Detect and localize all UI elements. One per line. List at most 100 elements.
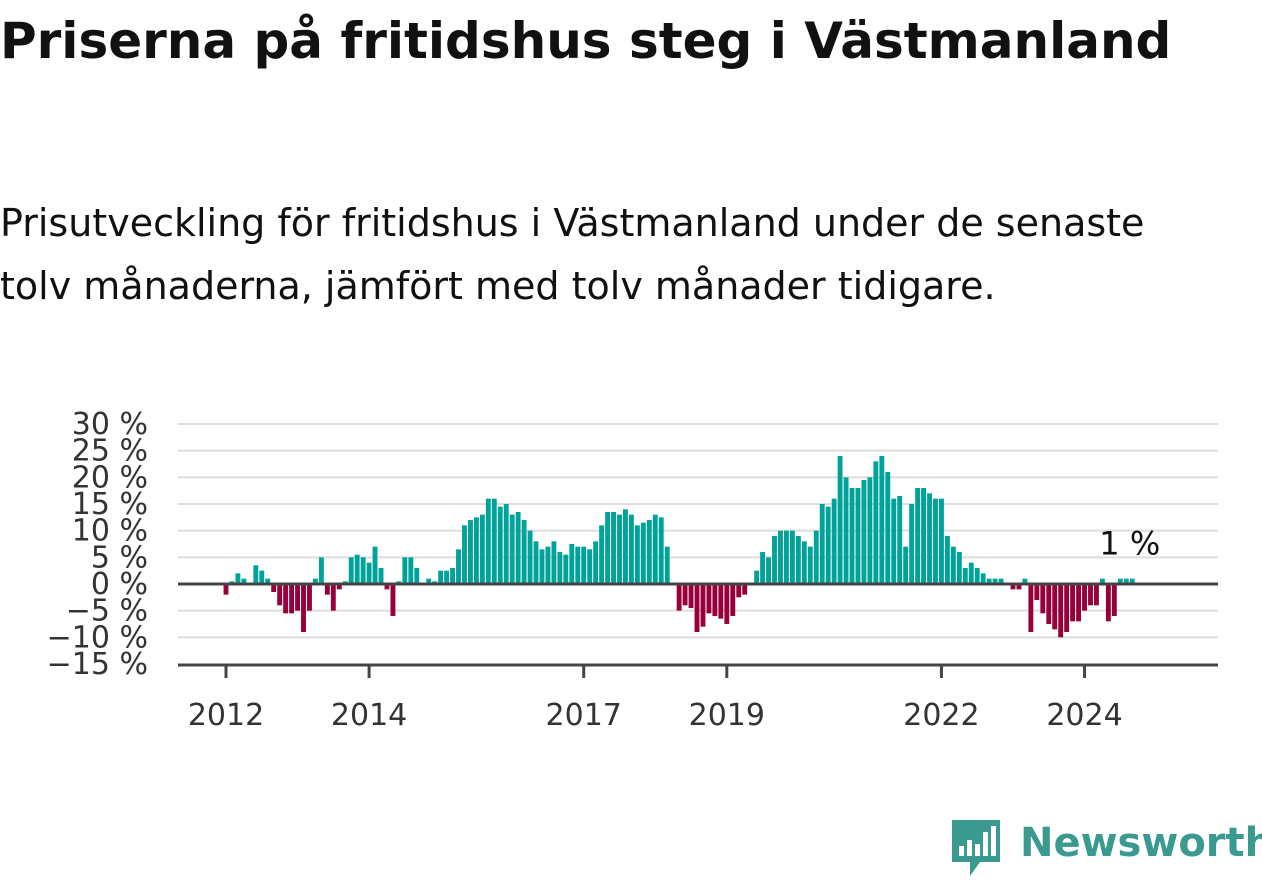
bar xyxy=(766,557,771,584)
bar xyxy=(402,557,408,584)
bar xyxy=(1129,578,1135,584)
bar xyxy=(593,541,599,584)
y-tick-label: 5 % xyxy=(91,540,148,575)
bar xyxy=(497,506,503,584)
bar xyxy=(843,477,849,584)
bar xyxy=(1040,584,1046,614)
bar xyxy=(1028,584,1034,632)
bar xyxy=(527,530,533,584)
bar xyxy=(933,498,938,584)
bar xyxy=(336,584,342,590)
bar xyxy=(366,562,372,584)
bar xyxy=(1022,578,1028,584)
bar xyxy=(724,584,730,624)
last-value-label: 1 % xyxy=(1099,525,1160,563)
bar xyxy=(628,514,634,584)
y-tick-label: 0 % xyxy=(91,567,148,602)
bar xyxy=(450,568,455,584)
bar xyxy=(1111,584,1117,616)
bar xyxy=(682,584,688,606)
bar xyxy=(289,584,295,614)
bar xyxy=(700,584,706,627)
bar xyxy=(318,557,324,584)
bar xyxy=(897,496,903,584)
x-tick-label: 2017 xyxy=(546,698,622,733)
bar xyxy=(479,514,485,584)
bar xyxy=(825,506,831,584)
chart-subtitle: Prisutveckling för fritidshus i Västmanl… xyxy=(0,201,1145,308)
bar xyxy=(462,525,467,584)
bar xyxy=(998,578,1004,584)
bar xyxy=(891,498,897,584)
bar xyxy=(301,584,306,632)
bar xyxy=(867,477,873,584)
bar xyxy=(778,530,783,584)
bar xyxy=(927,493,932,584)
bar xyxy=(1058,584,1064,638)
x-tick-label: 2022 xyxy=(903,698,979,733)
bar xyxy=(1076,584,1082,622)
x-tick-label: 2014 xyxy=(331,698,407,733)
bar xyxy=(283,584,289,614)
bar xyxy=(1082,584,1087,611)
bar xyxy=(640,522,646,584)
bar xyxy=(557,552,563,584)
bar xyxy=(634,525,640,584)
bar xyxy=(980,573,986,584)
y-tick-label: 20 % xyxy=(72,460,148,495)
bar xyxy=(390,584,396,616)
newsworthy-logo-icon xyxy=(952,820,1000,876)
bar xyxy=(909,504,915,584)
bar xyxy=(712,584,718,616)
bar xyxy=(1123,578,1129,584)
bar xyxy=(330,584,336,611)
bar xyxy=(837,456,843,584)
bar xyxy=(861,480,867,584)
bar xyxy=(324,584,330,595)
bar xyxy=(491,498,497,584)
bar xyxy=(545,546,551,584)
bar xyxy=(921,488,926,584)
bar xyxy=(503,504,509,584)
bar-chart: 30 %25 %20 %15 %10 %5 %0 %−5 %−10 %−15 %… xyxy=(47,407,1218,733)
bar xyxy=(849,488,855,584)
bar xyxy=(1099,578,1105,584)
x-axis-ticks: 2012 2014 2017 2019 2022 2024 xyxy=(188,666,1123,733)
bar xyxy=(485,498,491,584)
bar xyxy=(873,461,879,584)
bar xyxy=(754,570,760,584)
bar xyxy=(581,546,587,584)
bar xyxy=(259,570,265,584)
bar xyxy=(789,530,795,584)
bar xyxy=(819,504,825,584)
bar xyxy=(783,530,789,584)
x-tick-label: 2024 xyxy=(1046,698,1122,733)
bar xyxy=(664,546,670,584)
bar xyxy=(271,584,277,592)
bar xyxy=(617,514,622,584)
y-tick-label: 15 % xyxy=(72,487,148,522)
brand-name: Newsworthy xyxy=(1020,820,1262,866)
bar xyxy=(742,584,748,595)
bar xyxy=(468,520,473,584)
bar xyxy=(307,584,312,611)
bar xyxy=(1052,584,1058,630)
bar xyxy=(801,541,807,584)
chart-title: Priserna på fritidshus steg i Västmanlan… xyxy=(0,12,1172,70)
bar xyxy=(569,544,575,584)
bar xyxy=(354,554,360,584)
bar xyxy=(1016,584,1022,590)
y-tick-label: −10 % xyxy=(47,620,148,655)
bars xyxy=(223,456,1135,638)
bar xyxy=(1034,584,1040,600)
bar xyxy=(944,536,950,584)
bar xyxy=(599,525,605,584)
bar xyxy=(372,546,378,584)
bar xyxy=(903,546,909,584)
bar xyxy=(312,578,318,584)
bar xyxy=(360,557,366,584)
bar xyxy=(688,584,694,608)
bar xyxy=(855,488,861,584)
y-tick-label: 30 % xyxy=(72,407,148,442)
bar xyxy=(414,568,420,584)
